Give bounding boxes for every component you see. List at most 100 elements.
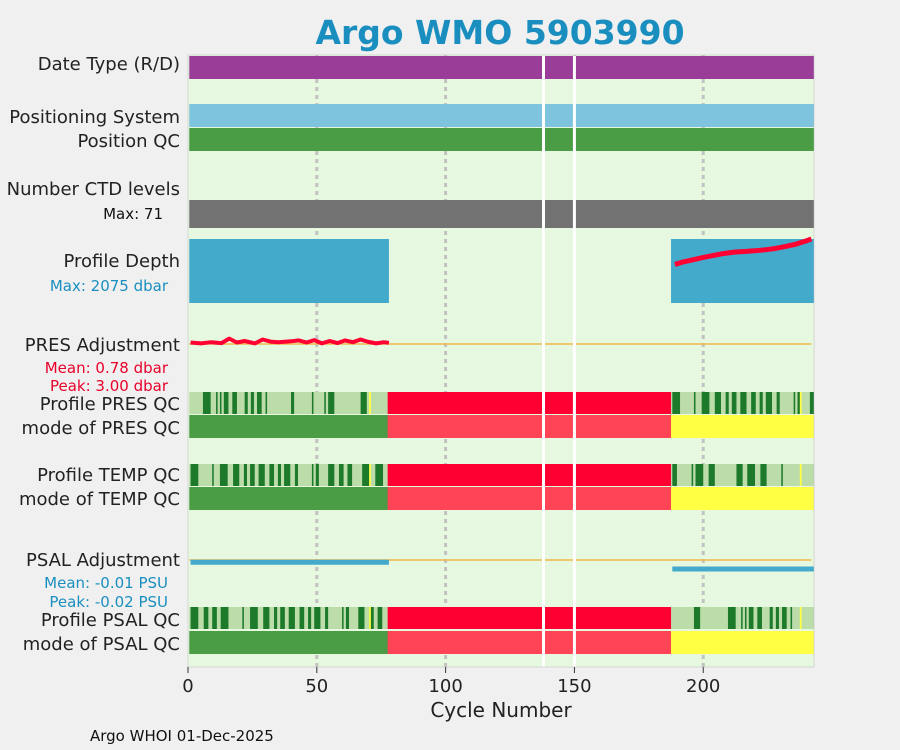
temp-mode-seg-0 <box>189 487 389 510</box>
temp-profile-tick <box>311 464 314 486</box>
temp-profile-tick <box>294 464 299 486</box>
psal-profile-seg-1 <box>387 607 673 629</box>
temp-profile-tick <box>258 464 265 486</box>
tick-label-100: 100 <box>428 676 462 697</box>
psal-peak-label: Peak: -0.02 PSU <box>49 593 168 611</box>
x-axis-label: Cycle Number <box>430 698 572 722</box>
psal-profile-tick <box>308 607 312 629</box>
plot-background <box>188 55 814 667</box>
depth-trace <box>674 236 813 267</box>
depth-band-0 <box>189 239 389 303</box>
pres-profile-tick <box>751 392 756 414</box>
pres-profile-tick <box>776 392 780 414</box>
temp-profile-tick <box>375 464 384 486</box>
pres-profile-flag <box>799 392 802 414</box>
temp-mode-seg-2 <box>671 487 814 510</box>
row-label-profile-depth: Profile Depth <box>63 251 180 272</box>
pres-profile-flag <box>369 392 371 414</box>
psal-profile-tick <box>288 607 295 629</box>
pres-mode-seg-0 <box>189 415 389 438</box>
tick-label-150: 150 <box>557 676 591 697</box>
pres-profile-tick <box>672 392 681 414</box>
psal-profile-tick <box>757 607 762 629</box>
psal-profile-tick <box>342 607 344 629</box>
pres-profile-tick <box>725 392 729 414</box>
depth-band-1 <box>671 239 814 303</box>
temp-profile-tick <box>250 464 255 486</box>
psal-mode-seg-2 <box>671 631 814 654</box>
psal-profile-tick <box>782 607 787 629</box>
temp-profile-tick <box>243 464 247 486</box>
cycle-gaps <box>542 56 576 667</box>
gap-cycle-138 <box>542 56 546 667</box>
pres-profile-tick <box>311 392 314 414</box>
ctd-levels-band <box>189 200 814 228</box>
temp-profile-tick <box>269 464 275 486</box>
psal-profile-tick <box>369 607 374 629</box>
temp-profile-tick <box>695 464 704 486</box>
date-type-band <box>189 56 814 79</box>
pres-peak-label: Peak: 3.00 dbar <box>50 377 169 395</box>
data-bands <box>189 56 814 654</box>
pres-profile-tick <box>232 392 237 414</box>
tick-label-50: 50 <box>305 676 328 697</box>
pres-mean-label: Mean: 0.78 dbar <box>45 359 169 377</box>
pres-adjustment-trace <box>190 336 390 346</box>
row-label-pres-adjustment: PRES Adjustment <box>25 335 180 356</box>
psal-profile-tick <box>744 607 747 629</box>
pres-profile-tick <box>202 392 211 414</box>
psal-profile-tick <box>242 607 244 629</box>
psal-profile-tick <box>727 607 736 629</box>
row-label-psal-adjustment: PSAL Adjustment <box>26 550 180 571</box>
psal-profile-tick <box>220 607 229 629</box>
psal-profile-tick <box>325 607 329 629</box>
temp-profile-tick <box>328 464 335 486</box>
psal-profile-tick <box>741 607 743 629</box>
row-label-profile-temp-qc: Profile TEMP QC <box>37 465 180 486</box>
temp-profile-tick <box>747 464 756 486</box>
psal-profile-tick <box>748 607 754 629</box>
pres-profile-tick <box>244 392 248 414</box>
temp-profile-tick <box>338 464 344 486</box>
psal-mode-seg-1 <box>387 631 673 654</box>
position-qc-band <box>189 128 814 151</box>
temp-mode-seg-1 <box>387 487 673 510</box>
pres-mode-seg-1 <box>387 415 673 438</box>
pres-profile-tick <box>257 392 262 414</box>
psal-profile-tick <box>769 607 773 629</box>
psal-profile-tick <box>190 607 199 629</box>
pres-profile-tick <box>765 392 773 414</box>
gap-cycle-150 <box>572 56 576 667</box>
temp-profile-tick <box>362 464 370 486</box>
psal-profile-tick <box>203 607 209 629</box>
pres-profile-seg-0 <box>189 392 389 414</box>
positioning-system-band <box>189 104 814 127</box>
psal-profile-tick <box>250 607 258 629</box>
temp-profile-flag <box>369 464 371 486</box>
row-label-mode-temp-qc: mode of TEMP QC <box>19 489 180 510</box>
row-label-mode-psal-qc: mode of PSAL QC <box>23 634 180 655</box>
row-label-date-type: Date Type (R/D) <box>38 54 180 75</box>
psal-profile-flag <box>799 607 802 629</box>
temp-profile-tick <box>212 464 214 486</box>
psal-profile-flag <box>369 607 371 629</box>
footer-credit: Argo WHOI 01-Dec-2025 <box>90 727 274 745</box>
pres-profile-tick <box>740 392 747 414</box>
temp-profile-tick <box>284 464 291 486</box>
tick-label-200: 200 <box>686 676 720 697</box>
psal-profile-tick <box>263 607 270 629</box>
pres-profile-tick <box>759 392 763 414</box>
pres-profile-tick <box>797 392 801 414</box>
temp-profile-tick <box>736 464 743 486</box>
row-label-profile-psal-qc: Profile PSAL QC <box>41 610 180 631</box>
pres-profile-tick <box>714 392 722 414</box>
psal-profile-tick <box>790 607 793 629</box>
row-label-mode-pres-qc: mode of PRES QC <box>22 418 180 439</box>
temp-profile-tick <box>691 464 694 486</box>
pres-profile-tick <box>216 392 218 414</box>
pres-profile-tick <box>793 392 796 414</box>
pres-profile-tick <box>250 392 254 414</box>
pres-profile-tick <box>324 392 326 414</box>
temp-profile-tick <box>233 464 240 486</box>
psal-profile-tick <box>345 607 350 629</box>
